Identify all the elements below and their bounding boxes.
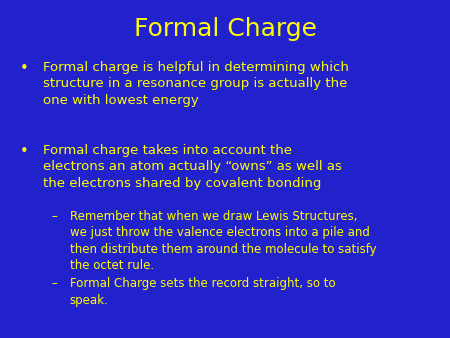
Text: Remember that when we draw Lewis Structures,
we just throw the valence electrons: Remember that when we draw Lewis Structu… [70, 210, 376, 272]
Text: Formal Charge sets the record straight, so to
speak.: Formal Charge sets the record straight, … [70, 277, 335, 307]
Text: •: • [20, 61, 29, 76]
Text: Formal Charge: Formal Charge [134, 17, 316, 41]
Text: –: – [52, 277, 58, 290]
Text: Formal charge is helpful in determining which
structure in a resonance group is : Formal charge is helpful in determining … [43, 61, 349, 107]
Text: •: • [20, 144, 29, 159]
Text: Formal charge takes into account the
electrons an atom actually “owns” as well a: Formal charge takes into account the ele… [43, 144, 342, 190]
Text: –: – [52, 210, 58, 222]
